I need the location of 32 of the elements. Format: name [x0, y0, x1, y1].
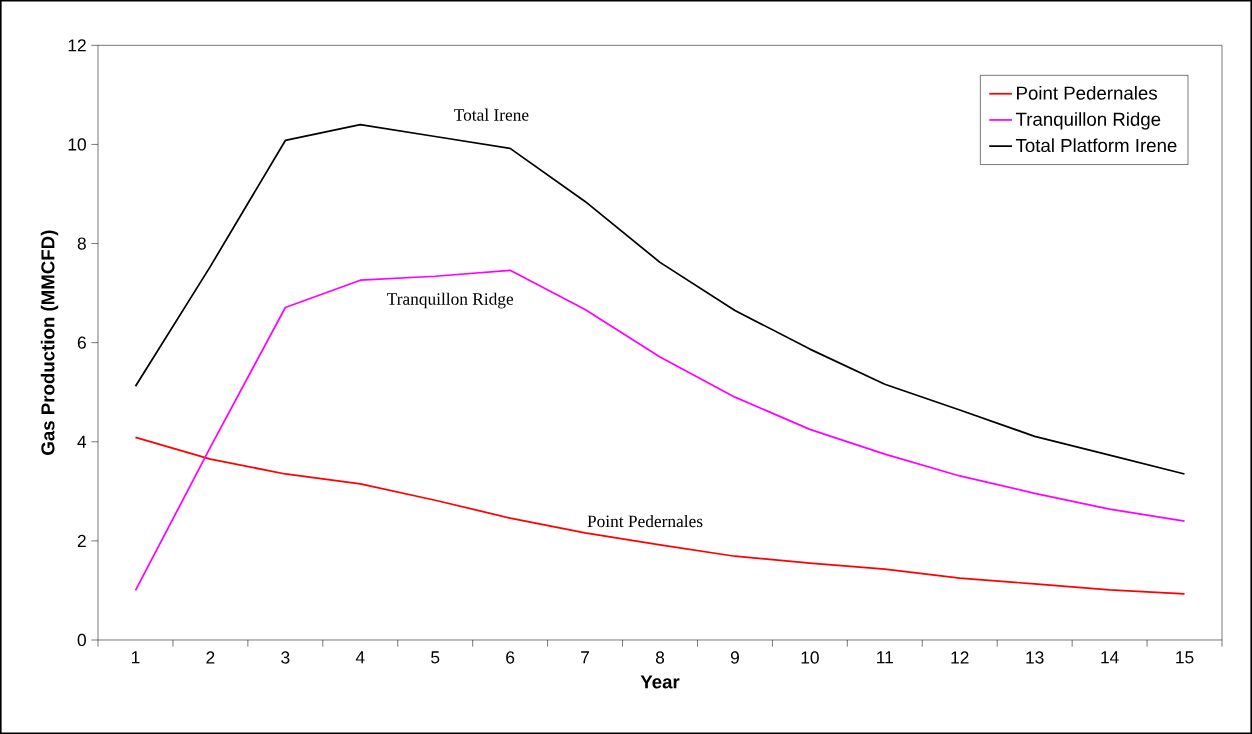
x-tick-label: 5 [431, 651, 440, 664]
x-tick-label: 12 [951, 651, 969, 664]
annotation: Point Pedernales [587, 514, 703, 528]
x-tick-label: 8 [655, 651, 665, 664]
x-tick-label: 11 [877, 651, 893, 664]
x-axis-title: Year [640, 675, 680, 689]
legend-label: Total Platform Irene [1015, 138, 1177, 153]
x-tick-label: 15 [1176, 651, 1194, 664]
annotation: Tranquillon Ridge [387, 292, 514, 309]
x-tick-label: 2 [206, 651, 215, 664]
legend-label: Point Pedernales [1017, 85, 1157, 100]
x-tick-label: 14 [1101, 651, 1119, 664]
y-tick-label: 2 [77, 534, 86, 547]
x-tick-label: 13 [1026, 651, 1044, 664]
y-tick-label: 8 [77, 237, 86, 250]
line-series [134, 269, 1186, 592]
x-tick-label: 4 [355, 651, 365, 664]
x-tick-label: 6 [506, 651, 515, 664]
x-tick-label: 7 [581, 651, 590, 664]
y-tick-label: 0 [77, 633, 86, 647]
legend-label: Tranquillon Ridge [1015, 112, 1161, 130]
x-tick-label: 3 [281, 651, 290, 664]
y-tick-label: 6 [77, 336, 86, 349]
x-tick-label: 10 [801, 651, 819, 664]
y-tick-label: 12 [68, 39, 86, 52]
y-tick-label: 4 [77, 435, 87, 448]
y-axis-title: Gas Production (MMCFD) [40, 230, 59, 455]
x-tick-label: 1 [131, 651, 140, 664]
annotation: Total Irene [454, 108, 529, 121]
line-series [134, 436, 1186, 595]
y-tick-label: 10 [68, 138, 86, 151]
x-tick-label: 9 [730, 651, 739, 664]
